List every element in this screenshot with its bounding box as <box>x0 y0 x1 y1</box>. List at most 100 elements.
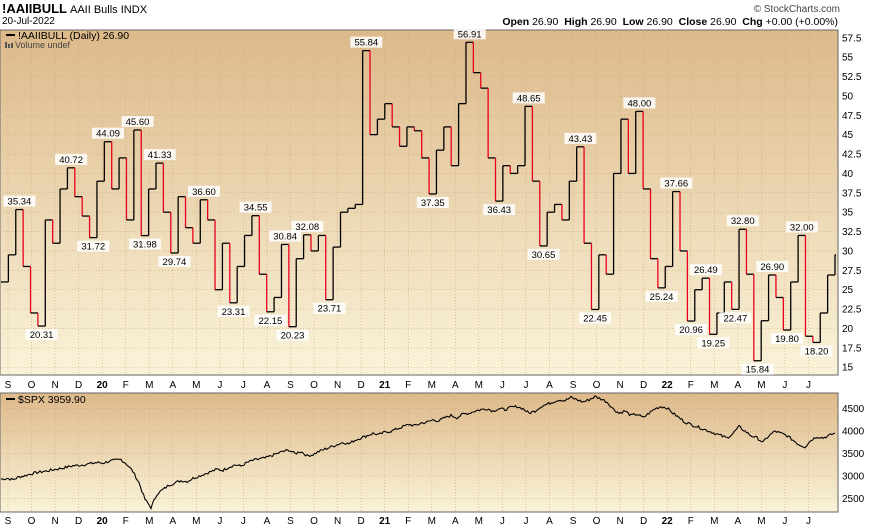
x-tick-label: 20 <box>97 516 109 527</box>
point-label-bg <box>675 324 708 336</box>
point-label: 31.98 <box>133 240 157 251</box>
x-tick-label: M <box>475 516 483 527</box>
point-label: 34.55 <box>244 203 268 214</box>
point-label: 37.35 <box>421 198 445 209</box>
point-label: 32.08 <box>295 222 319 233</box>
x-tick-label: M <box>710 380 718 391</box>
point-label-bg <box>660 177 693 189</box>
x-tick-label: J <box>241 380 246 391</box>
point-label: 30.84 <box>273 231 297 242</box>
symbol-title: !AAIIBULL AAII Bulls INDX <box>2 1 147 16</box>
panel-1-sublegend: Volume undef <box>15 40 71 50</box>
x-tick-label: D <box>358 516 365 527</box>
y-tick-label: 17.5 <box>842 343 862 354</box>
point-label: 26.90 <box>760 262 784 273</box>
x-tick-label: A <box>546 380 553 391</box>
x-tick-label: A <box>264 516 271 527</box>
point-label: 20.96 <box>679 325 703 336</box>
point-label-bg <box>483 204 516 216</box>
x-tick-label: M <box>145 380 153 391</box>
x-tick-label: F <box>405 516 411 527</box>
point-label-bg <box>697 337 730 349</box>
x-tick-label: N <box>334 380 341 391</box>
x-tick-label: F <box>688 516 694 527</box>
point-label-bg <box>416 196 449 208</box>
x-tick-label: 21 <box>379 516 391 527</box>
point-label-bg <box>564 132 597 144</box>
x-tick-label: A <box>169 380 176 391</box>
x-tick-label: D <box>358 380 365 391</box>
x-tick-label: D <box>75 516 82 527</box>
x-tick-label: J <box>806 516 811 527</box>
y-tick-label: 25 <box>842 285 854 296</box>
x-tick-label: M <box>428 516 436 527</box>
point-label: 22.45 <box>583 313 607 324</box>
y-tick-label: 47.5 <box>842 111 862 122</box>
y-tick-label: 3000 <box>842 472 865 483</box>
x-tick-label: F <box>123 516 129 527</box>
x-tick-label: J <box>523 380 528 391</box>
point-label: 56.91 <box>458 29 482 40</box>
panel-2-background <box>0 392 839 513</box>
ohlc-readout: Open 26.90 High 26.90 Low 26.90 Close 26… <box>502 16 838 28</box>
x-tick-label: O <box>28 380 36 391</box>
x-tick-label: D <box>75 380 82 391</box>
point-label-bg <box>158 255 191 267</box>
x-tick-label: J <box>782 516 787 527</box>
y-tick-label: 27.5 <box>842 266 862 277</box>
point-label: 19.25 <box>701 338 725 349</box>
point-label-bg <box>453 28 486 40</box>
y-tick-label: 3500 <box>842 449 865 460</box>
y-tick-label: 20 <box>842 324 854 335</box>
point-label: 20.31 <box>30 330 54 341</box>
x-tick-label: M <box>192 380 200 391</box>
spx-series <box>0 395 836 510</box>
point-label-bg <box>623 97 656 109</box>
y-tick-label: 40 <box>842 169 854 180</box>
x-tick-label: M <box>757 380 765 391</box>
panel-1-legend: !AAIIBULL (Daily) 26.90 <box>18 30 129 42</box>
point-label-bg <box>785 221 818 233</box>
y-tick-label: 45 <box>842 130 854 141</box>
low-label: Low <box>622 16 644 28</box>
x-tick-label: J <box>500 516 505 527</box>
x-tick-label: A <box>264 380 271 391</box>
x-tick-label: A <box>546 516 553 527</box>
point-label: 23.31 <box>222 307 246 318</box>
x-tick-label: A <box>452 516 459 527</box>
point-label: 37.66 <box>664 179 688 190</box>
point-label: 45.60 <box>126 117 150 128</box>
point-label-bg <box>527 248 560 260</box>
point-label: 31.72 <box>81 242 105 253</box>
volume-icon <box>5 42 7 48</box>
y-tick-label: 32.5 <box>842 227 862 238</box>
x-tick-label: A <box>452 380 459 391</box>
point-label-bg <box>254 314 287 326</box>
chg-value: +0.00 (+0.00%) <box>765 16 838 28</box>
volume-icon <box>8 44 10 48</box>
x-tick-label: M <box>145 516 153 527</box>
y-tick-label: 35 <box>842 208 854 219</box>
x-tick-label: O <box>310 516 318 527</box>
point-label-bg <box>756 260 789 272</box>
x-tick-label: S <box>287 516 294 527</box>
y-tick-label: 4000 <box>842 427 865 438</box>
high-value: 26.90 <box>590 16 617 28</box>
point-label-bg <box>128 238 161 250</box>
point-label: 18.20 <box>805 346 829 357</box>
y-tick-label: 30 <box>842 246 854 257</box>
point-label: 20.23 <box>281 331 305 342</box>
y-tick-label: 42.5 <box>842 150 862 161</box>
point-label-bg <box>121 116 154 128</box>
x-tick-label: S <box>287 380 294 391</box>
x-tick-label: J <box>782 380 787 391</box>
close-value: 26.90 <box>710 16 737 28</box>
point-label: 36.43 <box>487 205 511 216</box>
point-label-bg <box>350 36 383 48</box>
x-tick-label: N <box>616 380 623 391</box>
y-tick-label: 52.5 <box>842 72 862 83</box>
aaii-series <box>1 41 836 362</box>
point-label-bg <box>269 230 302 242</box>
point-label: 48.65 <box>517 93 541 104</box>
